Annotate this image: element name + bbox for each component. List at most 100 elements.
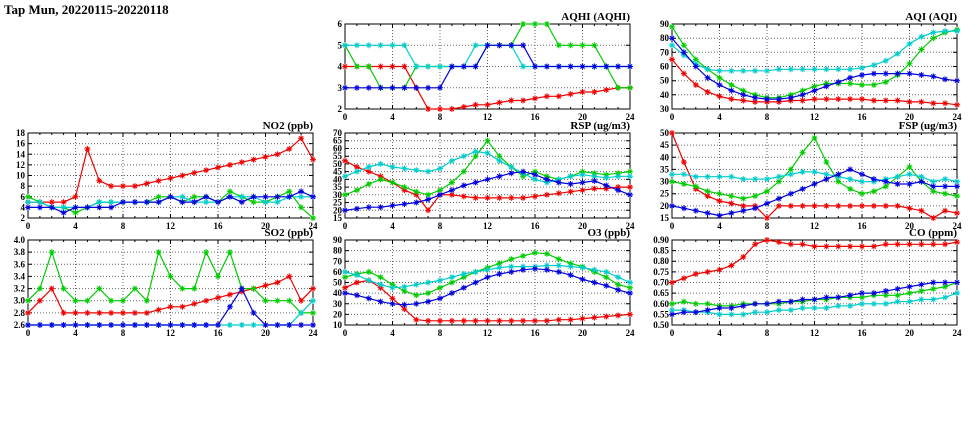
svg-text:12: 12 xyxy=(166,328,176,338)
svg-text:0.50: 0.50 xyxy=(653,320,669,330)
svg-text:0.85: 0.85 xyxy=(653,246,669,256)
svg-text:0: 0 xyxy=(343,328,348,338)
svg-text:16: 16 xyxy=(531,328,541,338)
svg-text:65: 65 xyxy=(333,136,343,146)
svg-text:10: 10 xyxy=(333,320,343,330)
chart-fsp: FSP (ug/m3) 15 20 25 30 35 40 45 50 0 4 8 12 16 20 24 xyxy=(644,119,967,237)
svg-text:24: 24 xyxy=(626,328,636,338)
svg-text:12: 12 xyxy=(810,112,820,122)
chart-plot: 2.6 2.8 3.0 3.2 3.4 3.6 3.8 4.0 0 4 8 12 16 20 24 xyxy=(14,235,319,338)
svg-text:4: 4 xyxy=(21,202,26,212)
svg-text:5: 5 xyxy=(338,40,343,50)
svg-text:12: 12 xyxy=(483,221,493,231)
chart-plot: 30 40 50 60 70 80 90 0 4 8 12 16 20 24 xyxy=(660,19,962,122)
svg-text:4: 4 xyxy=(73,328,78,338)
svg-text:0.60: 0.60 xyxy=(653,299,669,309)
svg-text:25: 25 xyxy=(660,189,670,199)
svg-text:16: 16 xyxy=(214,221,224,231)
svg-text:4.0: 4.0 xyxy=(14,235,26,245)
svg-text:24: 24 xyxy=(626,112,636,122)
svg-text:12: 12 xyxy=(810,328,820,338)
svg-text:4: 4 xyxy=(717,221,722,231)
chart-title: O3 (ppb) xyxy=(587,227,631,239)
svg-text:0.70: 0.70 xyxy=(653,278,669,288)
svg-text:20: 20 xyxy=(905,221,915,231)
svg-text:3.8: 3.8 xyxy=(14,247,26,257)
svg-text:4: 4 xyxy=(73,221,78,231)
svg-text:2.8: 2.8 xyxy=(14,308,26,318)
chart-co: CO (ppm) 0.50 0.55 0.60 0.65 0.70 0.75 0.80 0.8… xyxy=(644,226,967,344)
svg-text:50: 50 xyxy=(333,278,343,288)
svg-text:2: 2 xyxy=(338,104,343,114)
svg-text:4: 4 xyxy=(338,62,343,72)
svg-text:10: 10 xyxy=(16,171,26,181)
svg-text:50: 50 xyxy=(333,159,343,169)
svg-text:16: 16 xyxy=(858,328,868,338)
svg-text:45: 45 xyxy=(660,140,670,150)
svg-text:6: 6 xyxy=(21,192,26,202)
svg-text:0.55: 0.55 xyxy=(653,309,669,319)
svg-text:45: 45 xyxy=(333,167,343,177)
svg-text:24: 24 xyxy=(953,328,963,338)
chart-title: SO2 (ppb) xyxy=(264,227,313,239)
svg-text:20: 20 xyxy=(660,201,670,211)
svg-text:12: 12 xyxy=(810,221,820,231)
svg-text:60: 60 xyxy=(333,267,343,277)
svg-text:40: 40 xyxy=(660,90,670,100)
svg-text:6: 6 xyxy=(338,19,343,29)
svg-text:16: 16 xyxy=(531,221,541,231)
chart-title: AQI (AQI) xyxy=(905,11,957,23)
svg-text:24: 24 xyxy=(626,221,636,231)
svg-text:0: 0 xyxy=(670,112,675,122)
chart-title: NO2 (ppb) xyxy=(262,120,313,132)
chart-title: RSP (ug/m3) xyxy=(570,120,630,132)
svg-text:20: 20 xyxy=(333,205,343,215)
svg-text:8: 8 xyxy=(765,112,770,122)
svg-text:12: 12 xyxy=(166,221,176,231)
svg-text:4: 4 xyxy=(390,221,395,231)
svg-text:24: 24 xyxy=(309,328,319,338)
svg-text:30: 30 xyxy=(660,104,670,114)
chart-plot: 0.500.550.600.650.700.750.800.850.90 0 4 8 1… xyxy=(653,235,963,338)
svg-text:35: 35 xyxy=(333,182,343,192)
svg-text:24: 24 xyxy=(309,221,319,231)
svg-text:3.4: 3.4 xyxy=(14,271,26,281)
svg-text:0: 0 xyxy=(26,328,31,338)
svg-text:3.6: 3.6 xyxy=(14,259,26,269)
chart-plot: 15 20 25 30 35 40 45 50 0 4 8 12 16 20 24 xyxy=(660,128,962,231)
svg-text:12: 12 xyxy=(483,328,493,338)
chart-no2: NO2 (ppb) 2 4 6 8 10 12 14 16 18 0 4 8 12 16 20 24 xyxy=(0,119,323,237)
svg-text:15: 15 xyxy=(660,213,670,223)
svg-text:35: 35 xyxy=(660,164,670,174)
svg-text:20: 20 xyxy=(333,309,343,319)
chart-o3: O3 (ppb) 10 20 30 40 50 60 70 80 90 0 4 8 12 16 20 24 xyxy=(317,226,640,344)
svg-text:16: 16 xyxy=(16,139,26,149)
svg-text:90: 90 xyxy=(333,235,343,245)
chart-rsp: RSP (ug/m3) 15 20 25 30 35 40 45 50 55 60 65 70 0 4 8 1… xyxy=(317,119,640,237)
svg-text:20: 20 xyxy=(578,221,588,231)
svg-text:8: 8 xyxy=(21,181,26,191)
svg-text:40: 40 xyxy=(333,174,343,184)
svg-text:0: 0 xyxy=(670,328,675,338)
svg-text:16: 16 xyxy=(858,221,868,231)
page-title: Tap Mun, 20220115-20220118 xyxy=(4,2,169,17)
chart-so2: SO2 (ppb) 2.6 2.8 3.0 3.2 3.4 3.6 3.8 4.0 0 4 8 12 1… xyxy=(0,226,323,344)
svg-text:16: 16 xyxy=(531,112,541,122)
svg-text:40: 40 xyxy=(660,152,670,162)
svg-text:0.75: 0.75 xyxy=(653,267,669,277)
svg-text:8: 8 xyxy=(438,221,443,231)
svg-text:55: 55 xyxy=(333,151,343,161)
chart-plot: 2 3 4 5 6 0 4 8 12 16 20 24 xyxy=(338,19,636,122)
svg-text:0.80: 0.80 xyxy=(653,256,669,266)
chart-title: FSP (ug/m3) xyxy=(898,120,957,132)
svg-text:30: 30 xyxy=(660,177,670,187)
svg-text:90: 90 xyxy=(660,19,670,29)
svg-text:20: 20 xyxy=(261,328,271,338)
svg-text:20: 20 xyxy=(578,112,588,122)
svg-text:70: 70 xyxy=(333,128,343,138)
svg-text:15: 15 xyxy=(333,213,343,223)
